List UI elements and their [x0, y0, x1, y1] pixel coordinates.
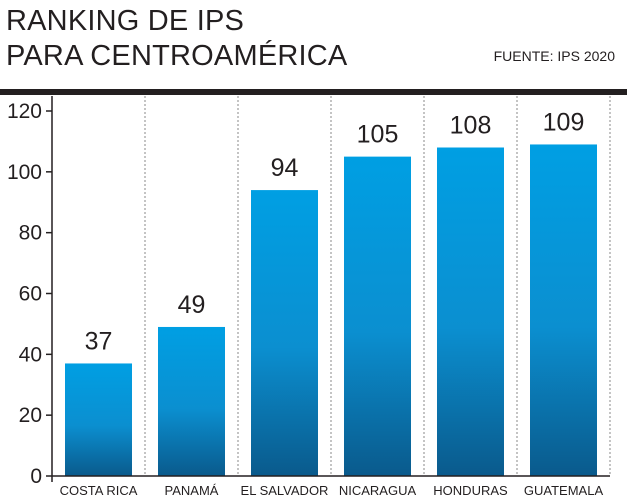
x-tick-label: COSTA RICA: [60, 483, 138, 498]
bar: [530, 144, 597, 477]
bar: [158, 326, 225, 476]
x-tick-label: HONDURAS: [433, 483, 508, 498]
x-tick-label: GUATEMALA: [524, 483, 604, 498]
data-label: 105: [357, 121, 399, 149]
data-label: 109: [543, 108, 585, 136]
y-tick-label: 80: [19, 222, 42, 245]
value-labels: 37 49 94 105 108 109: [85, 108, 585, 355]
y-tick-label: 100: [7, 161, 42, 184]
title-line-1: RANKING DE IPS: [6, 5, 245, 37]
chart-title: RANKING DE IPS PARA CENTROAMÉRICA: [6, 4, 347, 74]
y-axis: 0 20 40 60 80 100 120: [7, 96, 53, 488]
y-tick-label: 20: [19, 404, 42, 427]
data-label: 49: [178, 291, 206, 319]
x-tick-label: PANAMÁ: [165, 483, 219, 498]
grid-lines: [144, 96, 611, 476]
title-line-2: PARA CENTROAMÉRICA: [6, 40, 348, 72]
data-label: 108: [450, 112, 492, 140]
x-axis: COSTA RICA PANAMÁ EL SALVADOR NICARAGUA HOND…: [52, 475, 610, 498]
x-tick-label: NICARAGUA: [339, 483, 417, 498]
bar: [437, 147, 504, 476]
bar: [344, 156, 411, 476]
y-tick-label: 60: [19, 283, 42, 306]
header-rule: [0, 89, 627, 95]
data-label: 94: [271, 154, 299, 182]
y-tick-label: 40: [19, 343, 42, 366]
data-label: 37: [85, 327, 113, 355]
bars: [65, 144, 597, 477]
bar: [65, 363, 132, 476]
source-note: FUENTE: IPS 2020: [493, 48, 615, 64]
bar: [251, 190, 318, 477]
x-tick-label: EL SALVADOR: [241, 483, 329, 498]
y-tick-label: 0: [30, 465, 42, 488]
y-tick-label: 120: [7, 100, 42, 123]
